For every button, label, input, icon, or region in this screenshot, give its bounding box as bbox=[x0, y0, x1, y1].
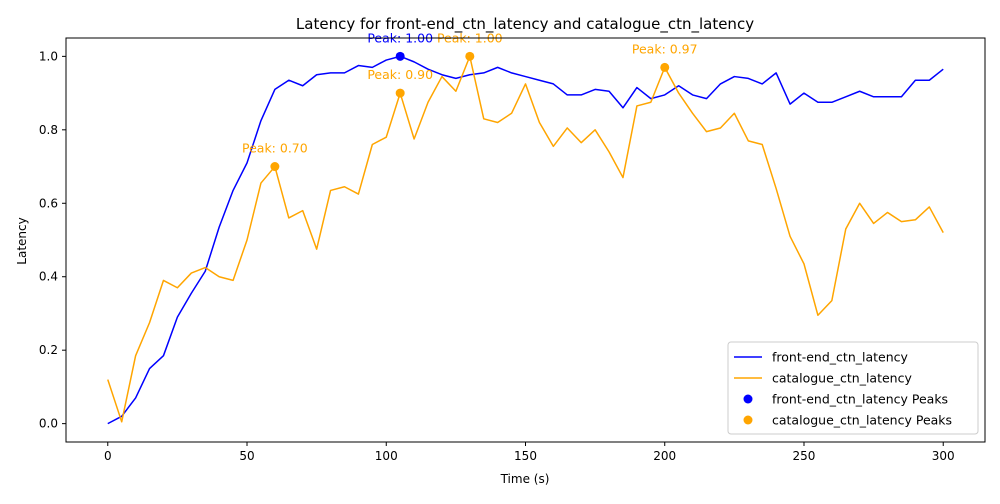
x-tick-label: 300 bbox=[932, 449, 955, 463]
x-axis-label: Time (s) bbox=[500, 472, 550, 486]
y-tick-label: 0.6 bbox=[39, 196, 58, 210]
peak-marker-catalogue-ctn-latency-3 bbox=[660, 62, 670, 72]
x-tick-label: 250 bbox=[793, 449, 816, 463]
legend-entry-label: catalogue_ctn_latency bbox=[772, 371, 912, 386]
peak-label: Peak: 0.90 bbox=[367, 67, 433, 82]
x-tick-label: 0 bbox=[104, 449, 112, 463]
peak-marker-front-end-ctn-latency-0 bbox=[395, 51, 405, 61]
x-tick-label: 200 bbox=[653, 449, 676, 463]
peak-marker-catalogue-ctn-latency-0 bbox=[270, 162, 280, 172]
legend-entry-label: catalogue_ctn_latency Peaks bbox=[772, 413, 952, 428]
y-tick-label: 0.8 bbox=[39, 123, 58, 137]
peak-marker-catalogue-ctn-latency-1 bbox=[395, 88, 405, 98]
legend-entry-label: front-end_ctn_latency Peaks bbox=[772, 392, 948, 407]
legend-swatch-marker bbox=[743, 415, 753, 425]
x-tick-label: 150 bbox=[514, 449, 537, 463]
y-axis-label: Latency bbox=[15, 217, 29, 264]
legend-entry-label: front-end_ctn_latency bbox=[772, 350, 909, 365]
legend-swatch-marker bbox=[743, 394, 753, 404]
x-tick-label: 50 bbox=[239, 449, 254, 463]
x-tick-label: 100 bbox=[375, 449, 398, 463]
y-tick-label: 1.0 bbox=[39, 49, 58, 63]
series-line-catalogue-ctn-latency bbox=[107, 55, 944, 423]
legend: front-end_ctn_latency catalogue_ctn_laten… bbox=[727, 341, 979, 435]
peak-label: Peak: 0.97 bbox=[632, 41, 698, 56]
peak-marker-catalogue-ctn-latency-2 bbox=[465, 51, 475, 61]
series-line-front-end-ctn-latency bbox=[107, 55, 944, 425]
peak-label: Peak: 0.70 bbox=[242, 141, 308, 156]
y-tick-label: 0.2 bbox=[39, 343, 58, 357]
y-tick-label: 0.4 bbox=[39, 270, 58, 284]
y-tick-label: 0.0 bbox=[39, 417, 58, 431]
chart-title: Latency for front-end_ctn_latency and ca… bbox=[296, 15, 754, 34]
legend-box bbox=[727, 341, 979, 435]
